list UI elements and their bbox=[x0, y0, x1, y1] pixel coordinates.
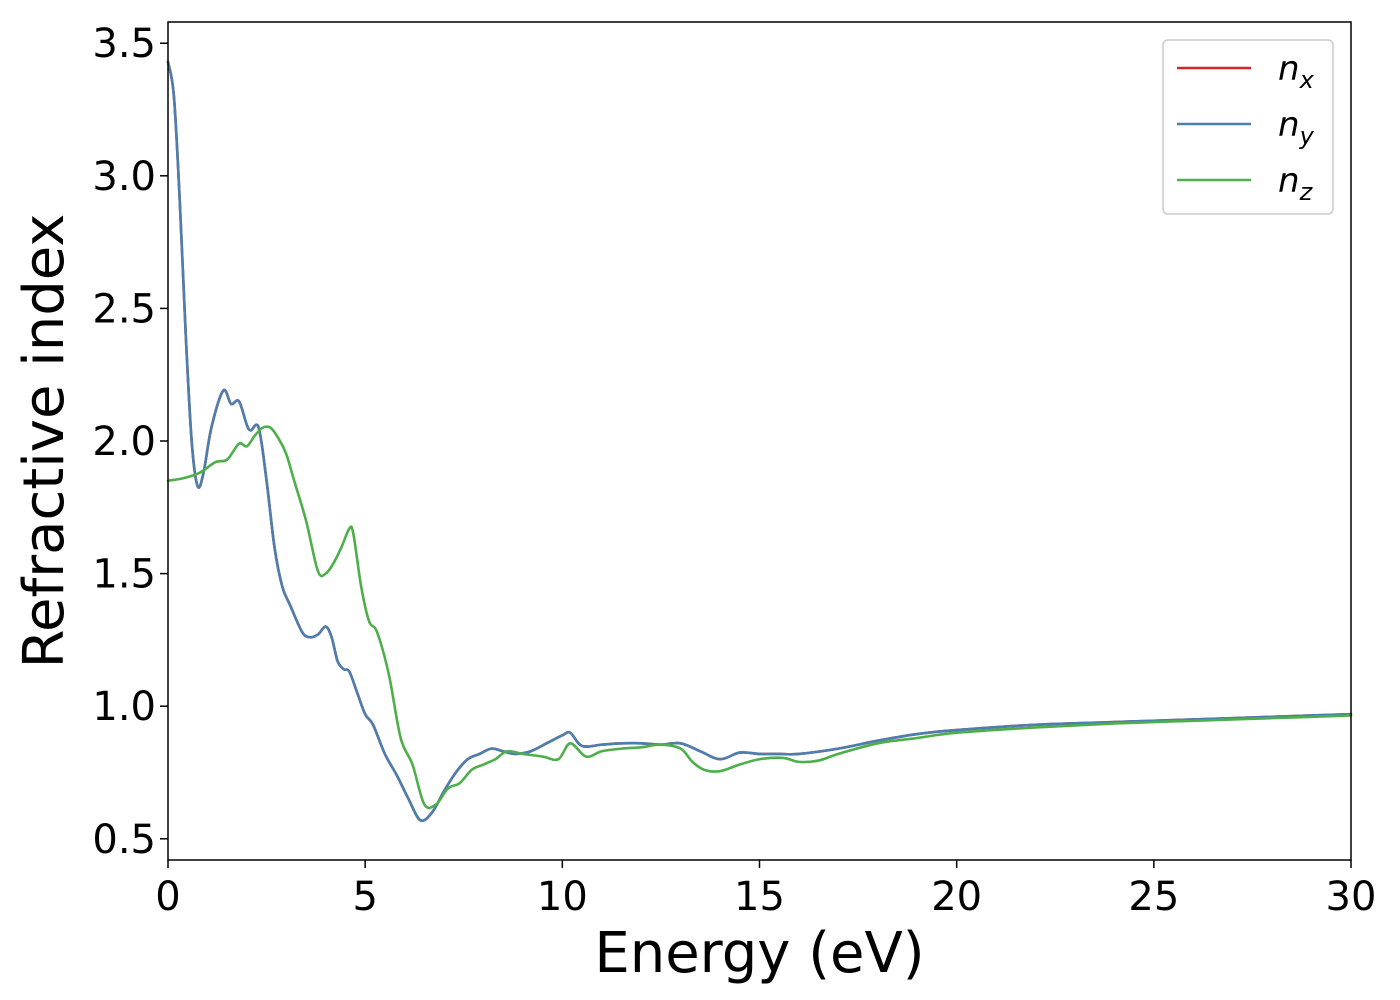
y-axis-ticks: 0.5 1.0 1.5 2.0 2.5 3.0 3.5 bbox=[92, 21, 168, 863]
x-axis-label: Energy (eV) bbox=[594, 921, 924, 986]
legend-box bbox=[1162, 39, 1334, 215]
y-axis-label: Refractive index bbox=[12, 214, 77, 669]
series-line-n-y bbox=[166, 60, 1353, 823]
legend-label-n-z: nz bbox=[1278, 161, 1314, 206]
legend-label-n-y: ny bbox=[1278, 105, 1315, 150]
x-tick-label: 15 bbox=[734, 874, 785, 920]
x-tick-label: 0 bbox=[155, 874, 180, 920]
x-tick-label: 30 bbox=[1326, 874, 1377, 920]
y-tick-label: 1.5 bbox=[92, 552, 156, 598]
y-tick-label: 1.0 bbox=[92, 684, 156, 730]
y-tick-label: 0.5 bbox=[92, 817, 156, 863]
y-tick-label: 2.5 bbox=[92, 286, 156, 332]
legend: nx ny nz bbox=[1162, 39, 1334, 215]
series-layer bbox=[166, 60, 1353, 823]
x-axis-ticks: 0 5 10 15 20 25 30 bbox=[155, 860, 1376, 920]
x-tick-label: 20 bbox=[931, 874, 982, 920]
legend-label-n-x: nx bbox=[1278, 49, 1315, 94]
series-line-n-z bbox=[166, 425, 1353, 810]
y-tick-label: 3.5 bbox=[92, 21, 156, 67]
x-tick-label: 25 bbox=[1128, 874, 1179, 920]
y-tick-label: 2.0 bbox=[92, 419, 156, 465]
x-tick-label: 5 bbox=[352, 874, 377, 920]
x-tick-label: 10 bbox=[537, 874, 588, 920]
y-tick-label: 3.0 bbox=[92, 154, 156, 200]
